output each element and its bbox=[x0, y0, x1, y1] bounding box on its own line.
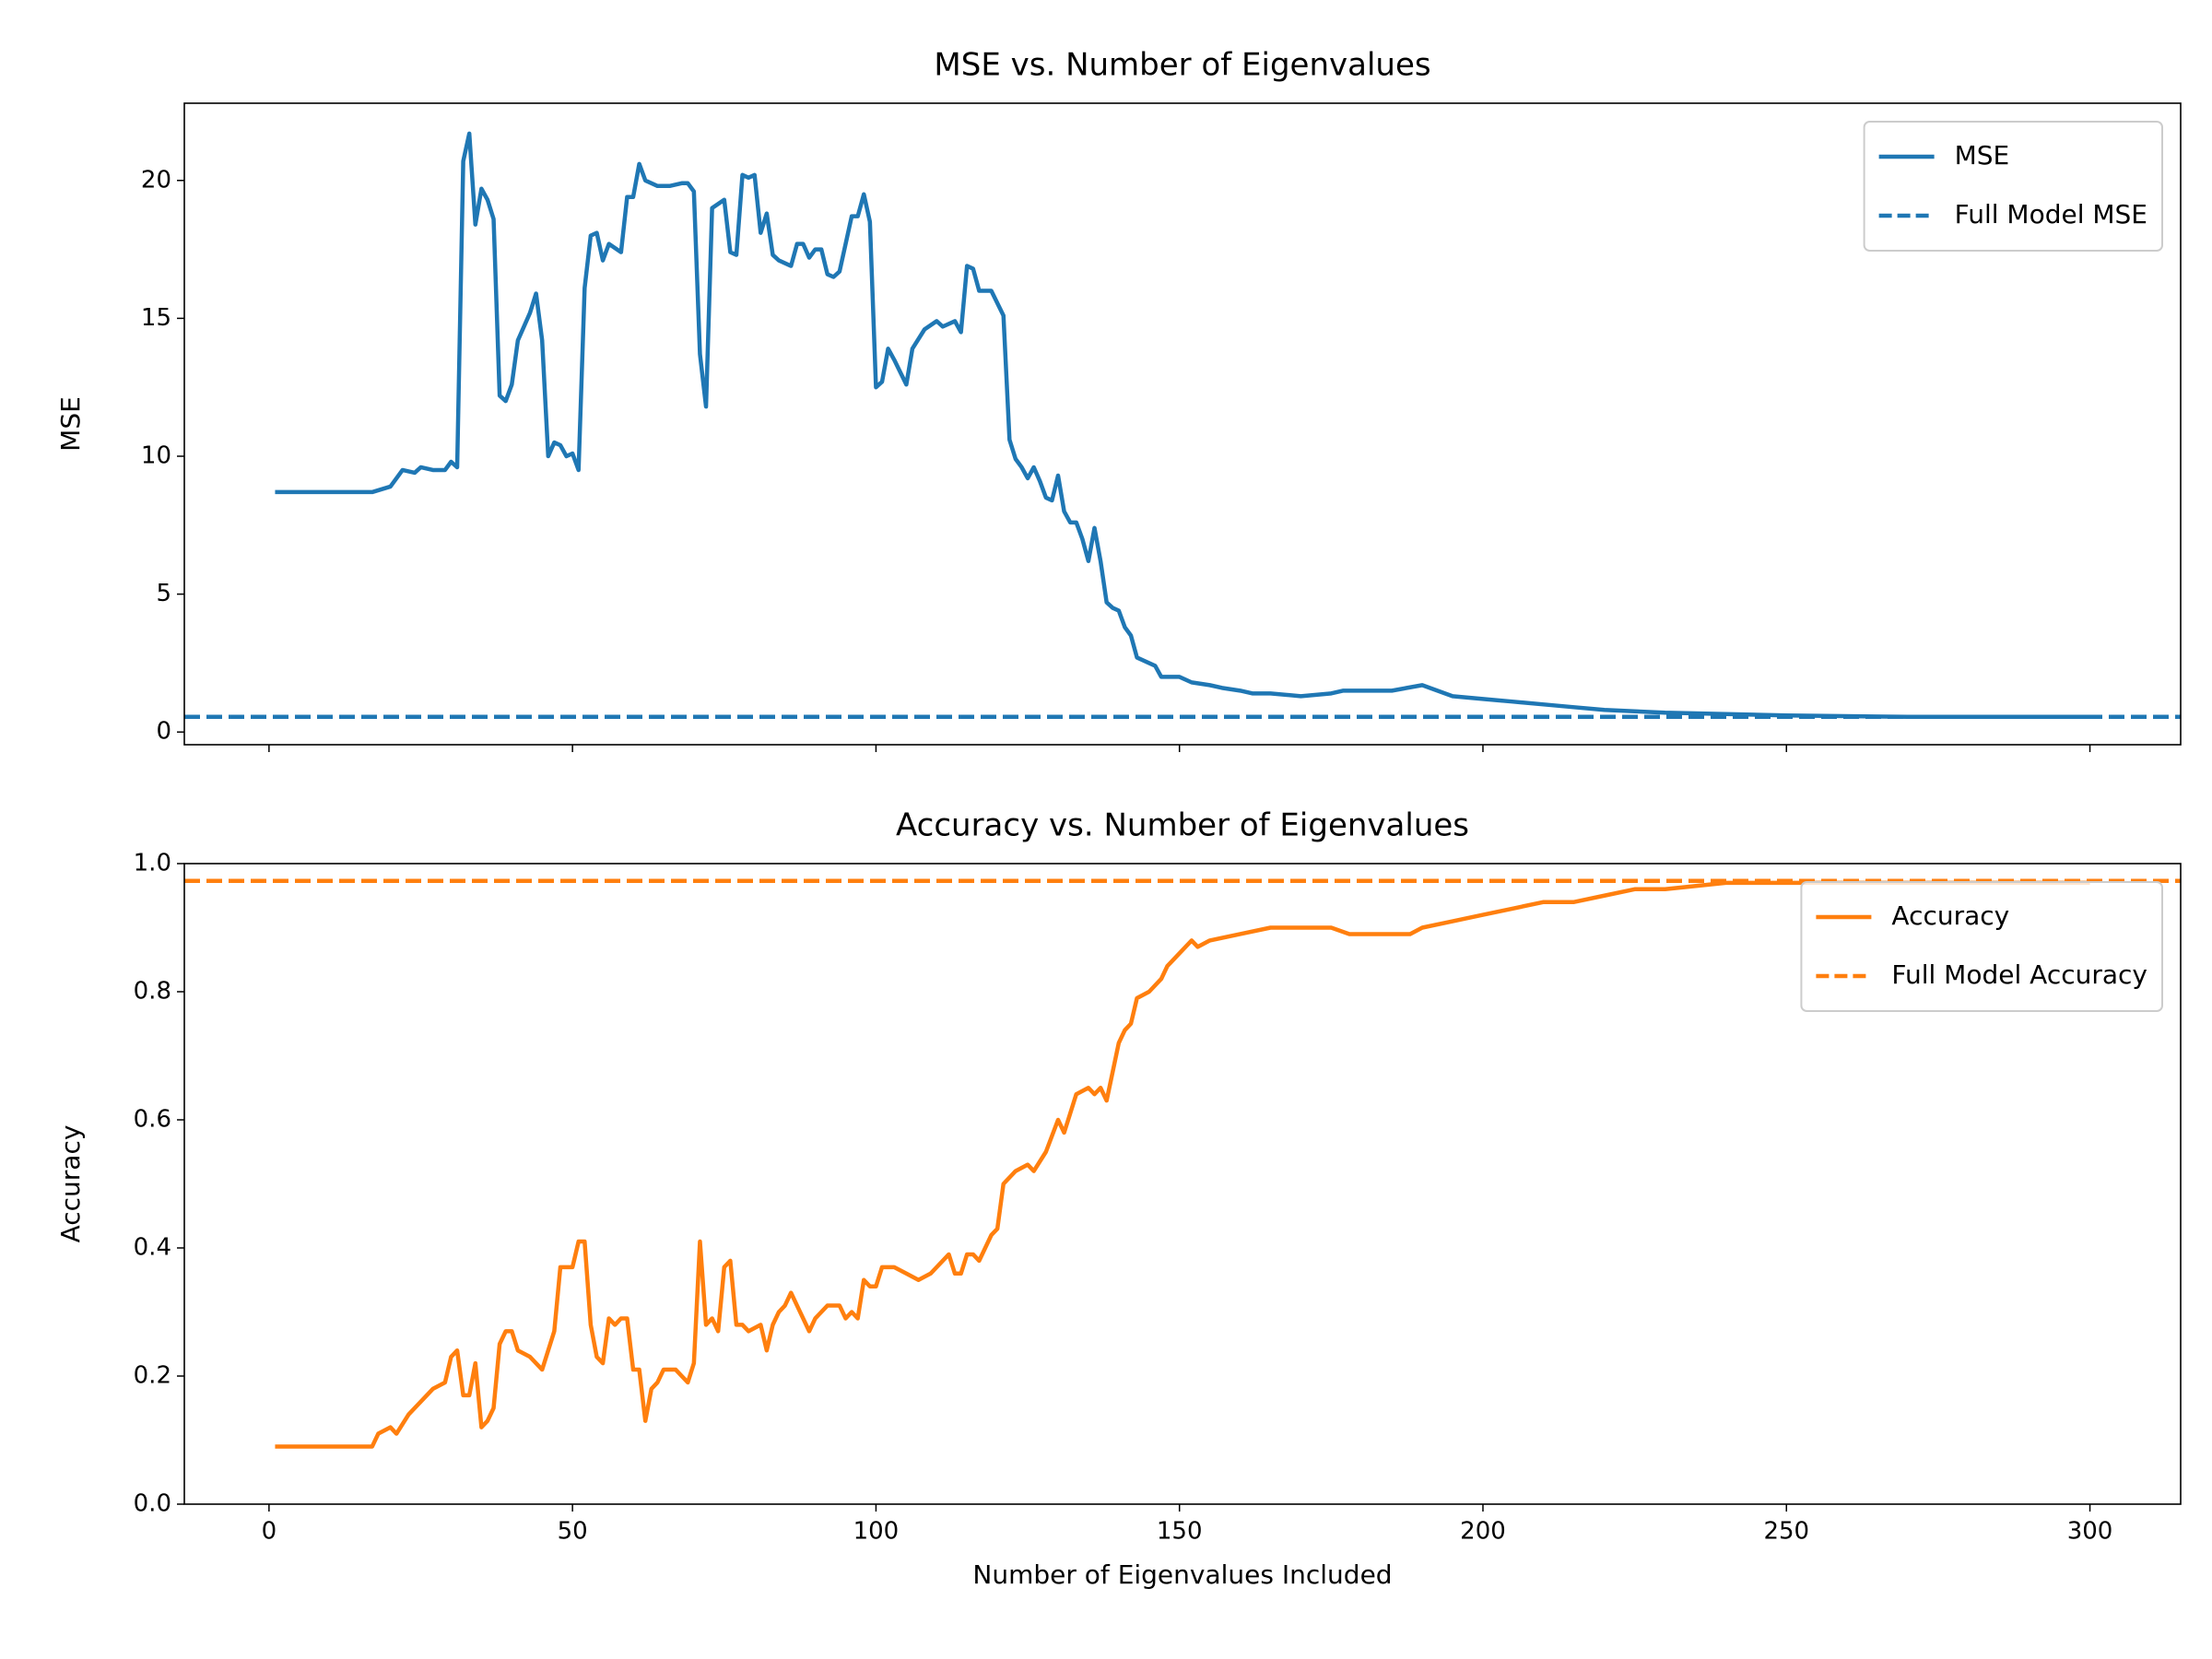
x-axis-label: Number of Eigenvalues Included bbox=[972, 1559, 1392, 1590]
y-axis-label: MSE bbox=[55, 396, 86, 452]
y-tick-label: 5 bbox=[156, 580, 171, 607]
x-tick-label: 200 bbox=[1460, 1518, 1506, 1546]
y-tick-label: 15 bbox=[141, 304, 171, 332]
y-tick-label: 0.6 bbox=[134, 1106, 171, 1134]
legend-label: Full Model MSE bbox=[1955, 199, 2147, 229]
axes-frame bbox=[183, 863, 2182, 1505]
x-tick-label: 300 bbox=[2067, 1518, 2113, 1546]
x-tick-label: 0 bbox=[262, 1518, 277, 1546]
y-tick-label: 0 bbox=[156, 718, 171, 746]
data-line bbox=[275, 131, 2090, 720]
legend: Accuracy Full Model Accuracy bbox=[1800, 881, 2163, 1012]
y-tick-label: 0.8 bbox=[134, 978, 171, 1006]
chart-title: Accuracy vs. Number of Eigenvalues bbox=[896, 807, 1469, 844]
legend-label: Full Model Accuracy bbox=[1891, 959, 2147, 990]
y-tick-label: 0.4 bbox=[134, 1234, 171, 1262]
y-tick-label: 0.2 bbox=[134, 1362, 171, 1390]
data-line bbox=[275, 880, 2090, 1449]
y-axis-label: Accuracy bbox=[55, 1125, 86, 1243]
axes-frame bbox=[183, 102, 2182, 746]
x-tick-label: 100 bbox=[853, 1518, 900, 1546]
y-tick-label: 0.0 bbox=[134, 1490, 171, 1518]
legend-label: Accuracy bbox=[1891, 900, 2009, 931]
legend-label: MSE bbox=[1955, 140, 2010, 171]
y-tick-label: 20 bbox=[141, 166, 171, 194]
legend-frame bbox=[1863, 121, 2163, 252]
x-tick-label: 250 bbox=[1763, 1518, 1809, 1546]
x-tick-label: 150 bbox=[1157, 1518, 1203, 1546]
legend-frame bbox=[1800, 881, 2163, 1012]
chart-title: MSE vs. Number of Eigenvalues bbox=[934, 47, 1430, 84]
x-tick-label: 50 bbox=[558, 1518, 588, 1546]
y-tick-label: 10 bbox=[141, 442, 171, 470]
y-tick-label: 1.0 bbox=[134, 850, 171, 877]
legend: MSE Full Model MSE bbox=[1863, 121, 2163, 252]
